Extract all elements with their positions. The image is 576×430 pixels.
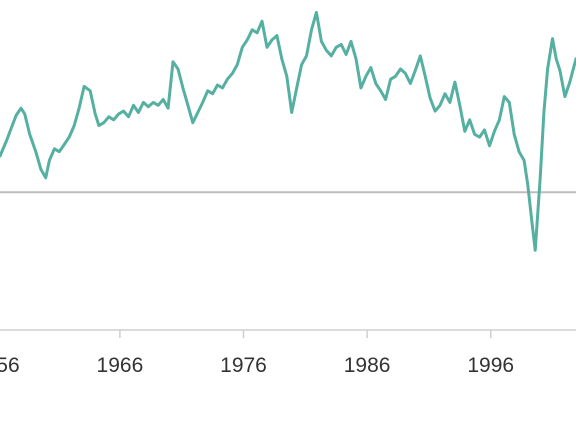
series-line [0, 10, 576, 252]
series-layer [0, 10, 576, 252]
x-axis-ticks: 195619661976198619962006 [0, 330, 514, 377]
axis-layer [0, 191, 576, 331]
x-tick-label: 1996 [467, 354, 514, 377]
x-tick-label: 1956 [0, 354, 20, 377]
x-tick-label: 1986 [344, 354, 391, 377]
x-tick-label: 1966 [97, 354, 144, 377]
x-tick-label: 1976 [220, 354, 267, 377]
